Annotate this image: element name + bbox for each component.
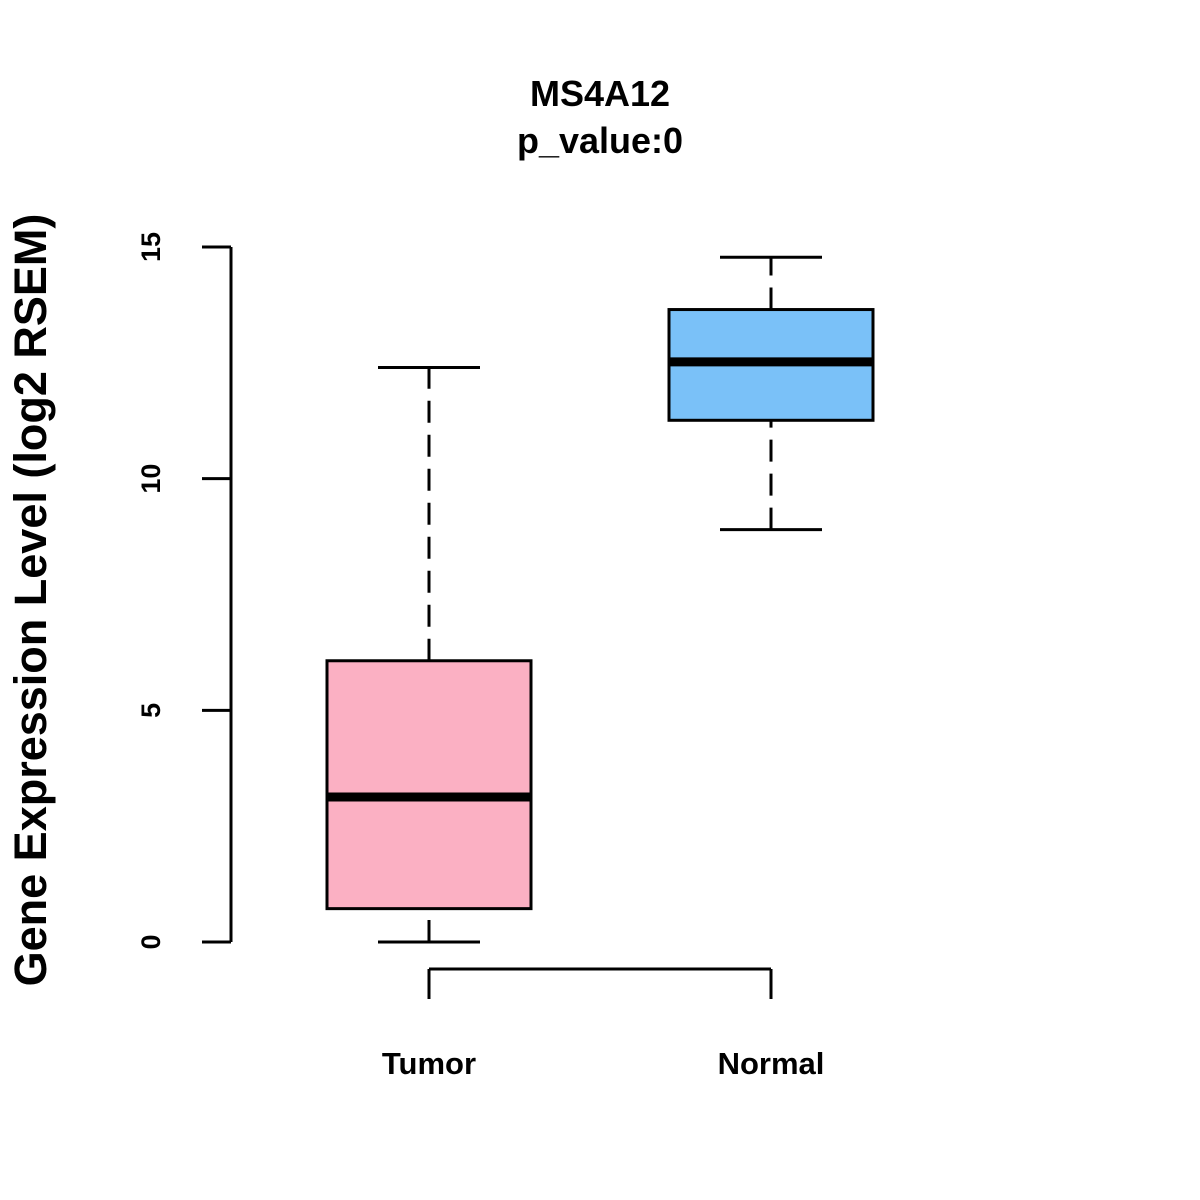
box-series	[325, 255, 875, 944]
chart-subtitle: p_value:0	[517, 120, 683, 161]
box-tumor	[325, 365, 533, 944]
iqr-box-tumor	[325, 659, 533, 911]
box-normal	[667, 255, 875, 532]
y-tick-label-5: 5	[136, 703, 166, 718]
chart-title: MS4A12	[530, 73, 670, 114]
y-tick-label-15: 15	[136, 232, 166, 262]
y-tick-label-10: 10	[136, 464, 166, 494]
x-axis: Tumor Normal	[382, 967, 825, 1081]
y-tick-label-0: 0	[136, 934, 166, 949]
x-tick-label-tumor: Tumor	[382, 1046, 476, 1081]
y-axis-label: Gene Expression Level (log2 RSEM)	[5, 214, 56, 987]
x-tick-label-normal: Normal	[718, 1046, 825, 1081]
y-axis-ticks: 0 5 10 15	[136, 232, 231, 950]
